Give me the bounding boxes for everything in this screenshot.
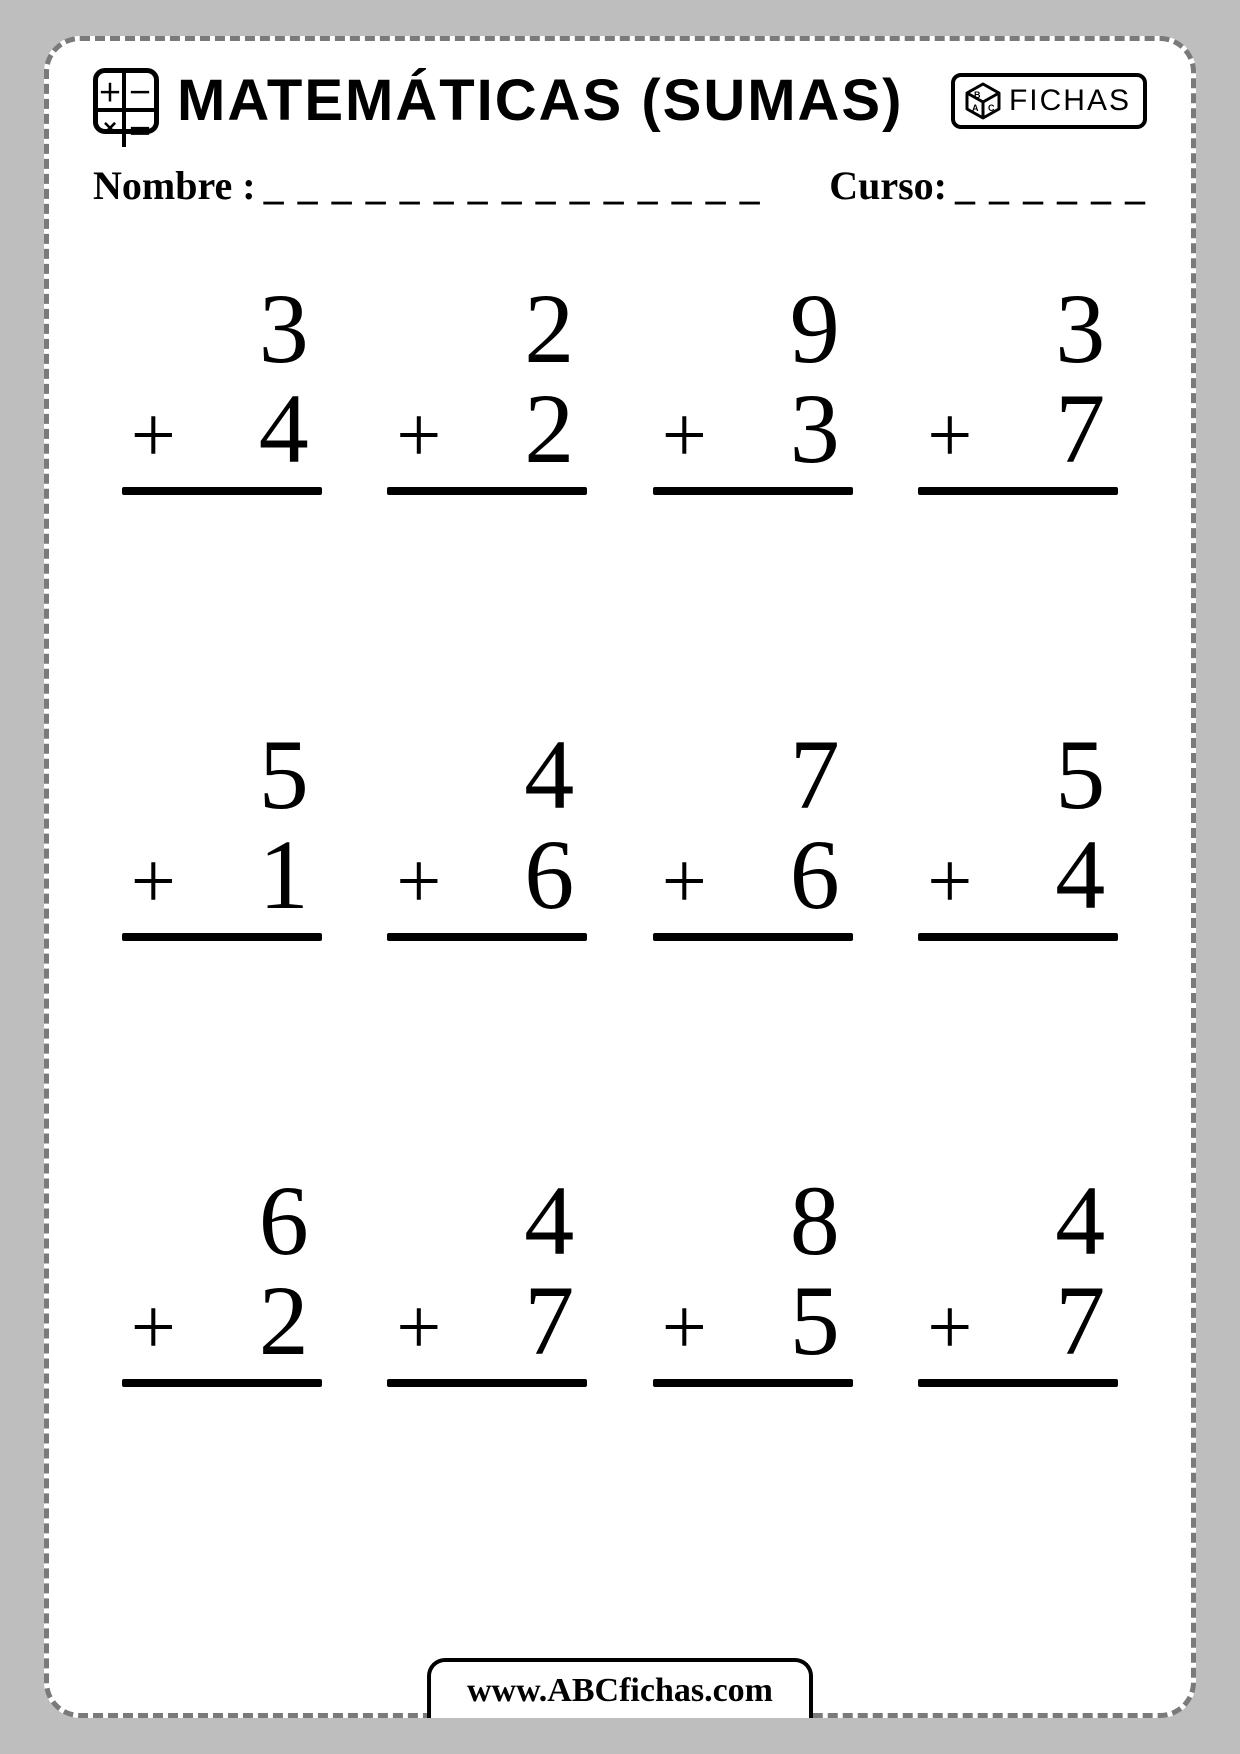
plus-icon: + <box>662 1288 707 1368</box>
addend-bottom-row: +3 <box>658 379 848 485</box>
cube-letter-c: C <box>988 103 997 113</box>
addend-bottom-row: +1 <box>127 825 317 931</box>
calc-minus-icon: － <box>126 73 154 112</box>
addend-bottom: 5 <box>790 1271 840 1371</box>
name-label: Nombre : <box>93 162 256 209</box>
sum-rule <box>653 487 853 495</box>
page-title: MATEMÁTICAS (SUMAS) <box>177 67 903 134</box>
addend-top: 3 <box>127 279 317 379</box>
addend-bottom-row: +2 <box>127 1271 317 1377</box>
addend-bottom-row: +4 <box>923 825 1113 931</box>
header-left: ＋ － × ＝ MATEMÁTICAS (SUMAS) <box>93 67 903 134</box>
addition-problem: 3+7 <box>906 279 1132 495</box>
sum-rule <box>387 487 587 495</box>
addend-top: 5 <box>923 725 1113 825</box>
footer-url: www.ABCfichas.com <box>427 1658 813 1718</box>
addend-top: 3 <box>923 279 1113 379</box>
sum-rule <box>122 933 322 941</box>
plus-icon: + <box>396 396 441 476</box>
name-blank[interactable]: _ _ _ _ _ _ _ _ _ _ _ _ _ _ _ <box>264 162 762 209</box>
addend-bottom: 4 <box>1055 825 1105 925</box>
addend-top: 7 <box>658 725 848 825</box>
addend-bottom-row: +5 <box>658 1271 848 1377</box>
addend-top: 4 <box>923 1171 1113 1271</box>
addend-bottom: 2 <box>524 379 574 479</box>
addend-top: 9 <box>658 279 848 379</box>
brand-badge: B A C FICHAS <box>951 73 1147 129</box>
calc-equals-icon: ＝ <box>126 112 154 147</box>
cube-letter-a: A <box>972 103 981 113</box>
addition-problem: 5+4 <box>906 725 1132 941</box>
addend-bottom: 7 <box>1055 1271 1105 1371</box>
sum-rule <box>387 1379 587 1387</box>
sum-rule <box>387 933 587 941</box>
brand-text: FICHAS <box>1009 84 1131 118</box>
calc-plus-icon: ＋ <box>98 73 126 112</box>
sum-rule <box>918 487 1118 495</box>
sum-rule <box>653 1379 853 1387</box>
addend-bottom: 6 <box>524 825 574 925</box>
addend-top: 8 <box>658 1171 848 1271</box>
worksheet-sheet: ＋ － × ＝ MATEMÁTICAS (SUMAS) B A C FICHAS <box>44 36 1196 1718</box>
plus-icon: + <box>927 1288 972 1368</box>
name-field: Nombre : _ _ _ _ _ _ _ _ _ _ _ _ _ _ _ <box>93 162 789 209</box>
addition-problem: 9+3 <box>640 279 866 495</box>
calc-times-icon: × <box>98 112 126 147</box>
addend-top: 4 <box>392 725 582 825</box>
addition-problem: 4+7 <box>906 1171 1132 1387</box>
plus-icon: + <box>927 396 972 476</box>
sum-rule <box>918 1379 1118 1387</box>
meta-row: Nombre : _ _ _ _ _ _ _ _ _ _ _ _ _ _ _ C… <box>89 162 1151 209</box>
plus-icon: + <box>927 842 972 922</box>
plus-icon: + <box>396 1288 441 1368</box>
cube-icon: B A C <box>963 81 1003 121</box>
header: ＋ － × ＝ MATEMÁTICAS (SUMAS) B A C FICHAS <box>89 67 1151 134</box>
plus-icon: + <box>131 1288 176 1368</box>
addend-bottom: 4 <box>259 379 309 479</box>
plus-icon: + <box>131 396 176 476</box>
sum-rule <box>122 487 322 495</box>
sum-rule <box>653 933 853 941</box>
addend-bottom-row: +7 <box>923 379 1113 485</box>
addition-problem: 7+6 <box>640 725 866 941</box>
addend-top: 6 <box>127 1171 317 1271</box>
addend-bottom: 7 <box>524 1271 574 1371</box>
curso-field: Curso: _ _ _ _ _ _ <box>829 162 1147 209</box>
addend-bottom-row: +7 <box>923 1271 1113 1377</box>
plus-icon: + <box>131 842 176 922</box>
plus-icon: + <box>662 842 707 922</box>
addend-top: 4 <box>392 1171 582 1271</box>
addition-problem: 8+5 <box>640 1171 866 1387</box>
addend-top: 2 <box>392 279 582 379</box>
addend-bottom-row: +2 <box>392 379 582 485</box>
calculator-icon: ＋ － × ＝ <box>93 68 159 134</box>
sum-rule <box>122 1379 322 1387</box>
addition-problem: 3+4 <box>109 279 335 495</box>
addition-problem: 4+7 <box>375 1171 601 1387</box>
addend-bottom: 6 <box>790 825 840 925</box>
addend-bottom: 2 <box>259 1271 309 1371</box>
curso-blank[interactable]: _ _ _ _ _ _ <box>955 162 1147 209</box>
addend-bottom: 3 <box>790 379 840 479</box>
addend-bottom-row: +4 <box>127 379 317 485</box>
addend-bottom: 7 <box>1055 379 1105 479</box>
addition-problem: 5+1 <box>109 725 335 941</box>
addition-problem: 6+2 <box>109 1171 335 1387</box>
addend-bottom-row: +6 <box>658 825 848 931</box>
addition-problem: 2+2 <box>375 279 601 495</box>
sum-rule <box>918 933 1118 941</box>
addend-bottom-row: +6 <box>392 825 582 931</box>
plus-icon: + <box>662 396 707 476</box>
addend-top: 5 <box>127 725 317 825</box>
curso-label: Curso: <box>829 162 947 209</box>
plus-icon: + <box>396 842 441 922</box>
addition-problem: 4+6 <box>375 725 601 941</box>
addend-bottom-row: +7 <box>392 1271 582 1377</box>
cube-letter-b: B <box>974 90 983 100</box>
problems-grid: 3+42+29+33+75+14+67+65+46+24+78+54+7 <box>89 279 1151 1387</box>
addend-bottom: 1 <box>259 825 309 925</box>
